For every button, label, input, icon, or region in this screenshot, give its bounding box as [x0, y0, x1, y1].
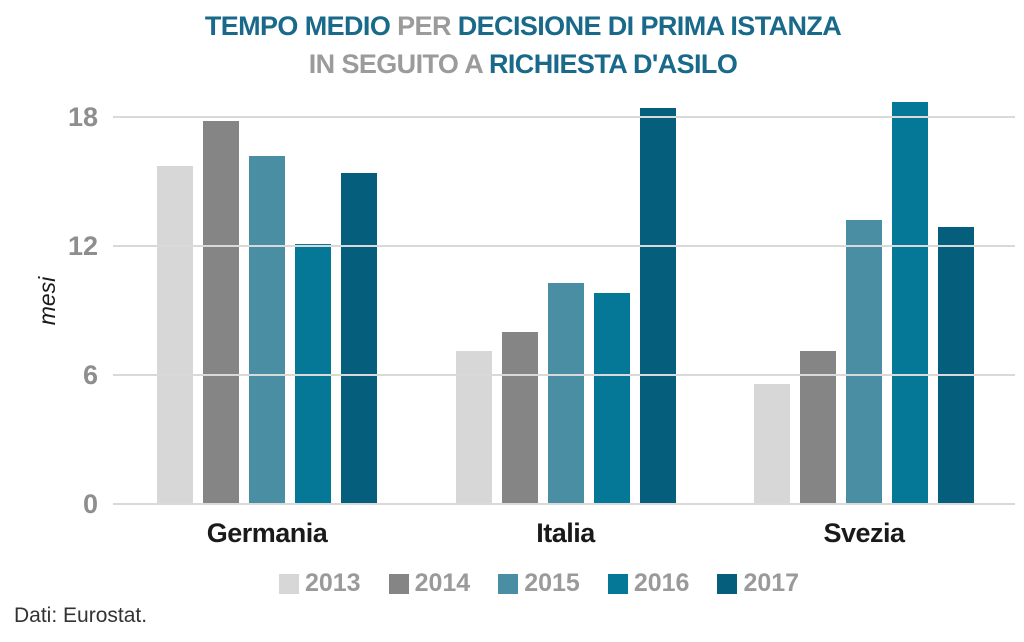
legend: 2013 2014 2015 2016 2017 [27, 569, 1024, 598]
plot-area [113, 89, 1015, 505]
legend-label-2013: 2013 [304, 569, 361, 597]
gridline-18 [113, 115, 1015, 118]
bar-2015-germania [249, 155, 285, 504]
category-label-italia: Italia [536, 518, 595, 548]
legend-item-2015: 2015 [498, 569, 580, 598]
category-label-svezia: Svezia [823, 518, 905, 548]
bar-2014-germania [203, 121, 239, 504]
bar-group-germania [157, 89, 377, 504]
bar-2014-italia [501, 331, 538, 504]
bar-2016-germania [295, 243, 331, 504]
y-axis-label: mesi [34, 276, 60, 326]
legend-label-2015: 2015 [524, 569, 580, 597]
legend-swatch-2016 [607, 573, 628, 594]
bar-2013-italia [455, 351, 492, 504]
bar-2015-svezia [846, 220, 882, 504]
chart-title: TEMPO MEDIO PER DECISIONE DI PRIMA ISTAN… [11, 7, 1024, 83]
legend-item-2014: 2014 [388, 569, 471, 598]
legend-swatch-2015 [498, 573, 519, 594]
legend-swatch-2013 [278, 573, 299, 594]
chart-title-line1: TEMPO MEDIO PER DECISIONE DI PRIMA ISTAN… [11, 7, 1024, 45]
legend-swatch-2014 [388, 573, 409, 594]
chart-title-line2: IN SEGUITO A RICHIESTA D'ASILO [11, 45, 1024, 83]
title-segment-teal: DECISIONE DI PRIMA ISTANZA [457, 11, 842, 41]
legend-label-2017: 2017 [743, 569, 800, 597]
title-segment-gray: PER [397, 11, 451, 41]
x-axis-labels: Germania Italia Svezia [113, 518, 1015, 549]
category-label-germania: Germania [206, 518, 328, 548]
bar-2016-svezia [892, 101, 928, 504]
y-tick-label-0: 0 [82, 489, 98, 519]
title-segment-teal: RICHIESTA D'ASILO [489, 49, 738, 79]
gridline-12 [113, 244, 1015, 247]
legend-item-2013: 2013 [278, 569, 361, 598]
source-note: Dati: Eurostat. [14, 604, 148, 627]
bar-2017-italia [639, 108, 676, 504]
bar-2017-svezia [938, 226, 974, 504]
bar-2013-svezia [754, 383, 790, 504]
bar-group-italia [455, 89, 676, 504]
y-tick-label-18: 18 [67, 101, 98, 132]
title-segment-teal: TEMPO MEDIO [204, 11, 391, 41]
legend-item-2016: 2016 [607, 569, 690, 598]
bar-2016-italia [593, 293, 630, 504]
y-tick-label-12: 12 [67, 230, 98, 261]
bar-2015-italia [547, 282, 584, 504]
legend-swatch-2017 [717, 573, 738, 594]
bar-2013-germania [157, 166, 193, 504]
bar-2017-germania [341, 172, 377, 504]
legend-item-2017: 2017 [717, 569, 799, 598]
legend-label-2016: 2016 [633, 569, 690, 597]
gridline-6 [113, 374, 1015, 376]
bar-groups-container [113, 89, 1015, 504]
y-tick-label-6: 6 [82, 359, 98, 390]
bar-2014-svezia [800, 351, 836, 504]
title-segment-gray: IN SEGUITO A [308, 49, 483, 79]
legend-label-2014: 2014 [414, 569, 471, 597]
gridline-0 [113, 503, 1015, 505]
bar-group-svezia [754, 89, 974, 504]
